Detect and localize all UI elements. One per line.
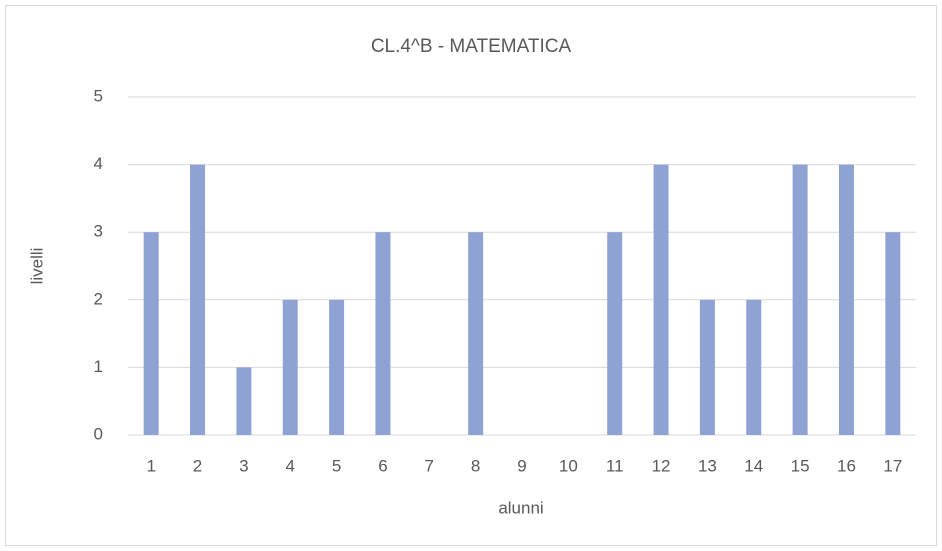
y-tick-label: 3 — [94, 222, 103, 241]
bar — [838, 164, 854, 435]
bar — [282, 299, 298, 435]
bar — [699, 299, 715, 435]
y-axis-label: livelli — [27, 248, 46, 285]
x-tick-label: 8 — [471, 456, 480, 475]
y-tick-label: 5 — [94, 86, 103, 105]
x-tick-label: 3 — [239, 456, 248, 475]
x-tick-label: 16 — [837, 456, 856, 475]
x-tick-label: 13 — [698, 456, 717, 475]
x-tick-label: 6 — [378, 456, 387, 475]
bar — [468, 232, 484, 435]
x-tick-label: 7 — [425, 456, 434, 475]
x-tick-label: 17 — [883, 456, 902, 475]
bar — [885, 232, 901, 435]
bar — [792, 164, 808, 435]
bar — [375, 232, 391, 435]
x-tick-label: 14 — [744, 456, 763, 475]
x-tick-label: 12 — [652, 456, 671, 475]
bar — [329, 299, 345, 435]
chart-title: CL.4^B - MATEMATICA — [371, 36, 572, 57]
y-tick-label: 1 — [94, 357, 103, 376]
x-tick-label: 10 — [559, 456, 578, 475]
bar — [143, 232, 159, 435]
x-tick-label: 15 — [791, 456, 810, 475]
x-tick-label: 5 — [332, 456, 341, 475]
bar — [236, 367, 252, 435]
y-tick-label: 4 — [94, 154, 103, 173]
x-tick-label: 2 — [193, 456, 202, 475]
x-tick-label: 11 — [606, 456, 624, 475]
bar — [190, 164, 206, 435]
x-tick-label: 1 — [146, 456, 155, 475]
x-axis-label: alunni — [498, 498, 543, 517]
x-tick-label: 9 — [517, 456, 526, 475]
bar — [746, 299, 762, 435]
y-tick-label: 2 — [94, 289, 103, 308]
x-tick-label: 4 — [286, 456, 295, 475]
bar — [653, 164, 669, 435]
bar — [607, 232, 623, 435]
y-tick-label: 0 — [94, 424, 103, 443]
